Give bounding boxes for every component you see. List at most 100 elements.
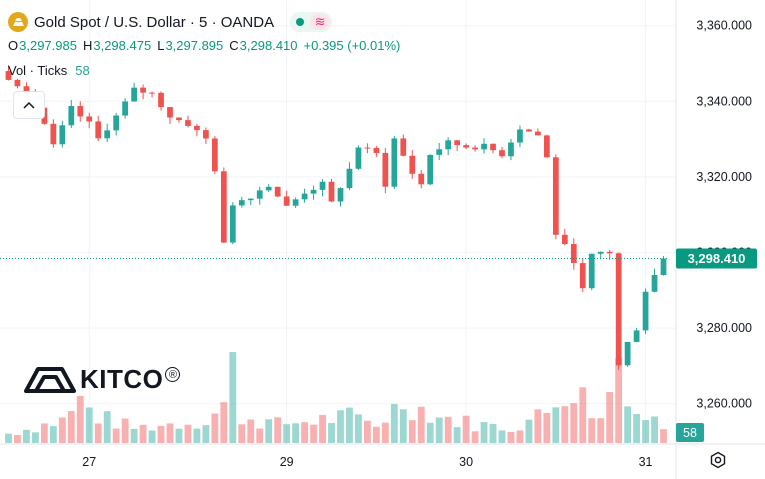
high-value: 3,298.475: [93, 37, 152, 53]
y-tick-label: 3,260.000: [696, 397, 752, 411]
volume-bar: [651, 416, 658, 443]
volume-bar: [597, 418, 605, 443]
x-tick-label: 30: [459, 455, 473, 469]
candle: [167, 106, 173, 125]
candle: [552, 154, 559, 240]
candlesticks: [5, 65, 667, 370]
volume-bar: [480, 422, 488, 443]
volume-bar: [426, 422, 434, 443]
volume-bar: [58, 417, 66, 443]
volume-bar: [462, 415, 470, 443]
volume-bars: [5, 352, 667, 443]
candle: [265, 184, 272, 192]
volume-bar: [184, 424, 192, 443]
candle: [400, 134, 407, 157]
volume-bar: [319, 414, 326, 443]
volume-bar: [40, 423, 48, 443]
candle: [319, 179, 326, 197]
volume-bar: [561, 406, 569, 443]
candle: [247, 198, 254, 206]
volume-bar: [552, 407, 560, 443]
candle: [382, 148, 389, 194]
volume-bar: [381, 422, 389, 443]
candle: [185, 115, 191, 128]
volume-bar: [49, 426, 57, 443]
candle: [346, 162, 353, 190]
candle: [104, 123, 111, 143]
volume-bar: [525, 419, 533, 443]
low-value: 3,297.895: [165, 37, 224, 53]
candle: [391, 136, 398, 189]
high-label: H: [82, 37, 93, 53]
candle: [597, 251, 604, 259]
volume-bar: [121, 418, 129, 443]
candle: [211, 136, 218, 175]
volume-bar: [14, 434, 21, 443]
candle: [561, 228, 568, 246]
candle: [86, 112, 93, 129]
candle: [490, 143, 496, 154]
candle: [194, 123, 200, 137]
candle: [131, 82, 137, 102]
volume-bar: [507, 431, 515, 443]
kitco-logo-icon: [24, 366, 76, 393]
open-value: 3,297.985: [19, 37, 77, 53]
grid: [0, 0, 676, 443]
volume-bar: [570, 403, 578, 443]
candle: [373, 146, 380, 157]
candle: [50, 119, 57, 148]
gold-bars-icon[interactable]: [8, 12, 28, 32]
candle: [95, 115, 102, 142]
chart-settings-button[interactable]: [709, 451, 727, 469]
x-tick-label: 29: [280, 455, 294, 469]
last-price-label: 3,298.410: [688, 251, 746, 266]
candle: [229, 202, 236, 245]
last-volume-label: 58: [683, 426, 697, 440]
volume-bar: [202, 425, 210, 443]
candle: [436, 143, 443, 161]
volume-bar: [166, 423, 174, 443]
volume-bar: [23, 429, 30, 443]
y-tick-label: 3,340.000: [696, 94, 752, 108]
volume-bar: [292, 423, 300, 443]
candle: [445, 137, 452, 156]
symbol-title[interactable]: Gold Spot / U.S. Dollar · 5 · OANDA: [34, 13, 275, 31]
candle: [59, 120, 66, 148]
volume-bar: [606, 392, 614, 443]
candle: [14, 78, 21, 89]
market-status-pill[interactable]: ≋: [290, 12, 333, 32]
volume-bar: [579, 387, 587, 443]
volume-bar: [238, 424, 246, 443]
volume-bar: [130, 428, 138, 443]
candle: [642, 288, 649, 335]
candle: [149, 91, 155, 98]
chart-legend: Gold Spot / U.S. Dollar · 5 · OANDA ≋ O …: [8, 10, 406, 84]
volume-bar: [534, 409, 542, 443]
volume-bar: [399, 409, 407, 443]
candle: [310, 185, 317, 200]
collapse-legend-button[interactable]: [13, 91, 45, 119]
close-value: 3,298.410: [239, 37, 298, 53]
x-tick-label: 27: [82, 455, 96, 469]
last-volume-badge: [676, 423, 704, 442]
candle: [292, 197, 299, 209]
volume-bar: [31, 432, 39, 443]
volume-bar: [444, 416, 452, 443]
gear-icon: [710, 451, 726, 469]
candle: [651, 268, 658, 293]
volume-bar: [489, 423, 497, 443]
candle: [5, 65, 12, 81]
candle: [570, 238, 577, 270]
volume-bar: [660, 429, 667, 443]
volume-indicator-legend[interactable]: Vol · Ticks 58: [8, 56, 406, 84]
volume-bar: [337, 410, 344, 443]
volume-bar: [175, 428, 183, 443]
volume-bar: [372, 426, 380, 443]
volume-bar: [471, 431, 479, 443]
low-label: L: [157, 37, 165, 53]
candle: [418, 170, 425, 189]
volume-indicator-label[interactable]: Vol · Ticks: [8, 62, 68, 78]
delayed-data-icon: ≋: [310, 14, 331, 30]
